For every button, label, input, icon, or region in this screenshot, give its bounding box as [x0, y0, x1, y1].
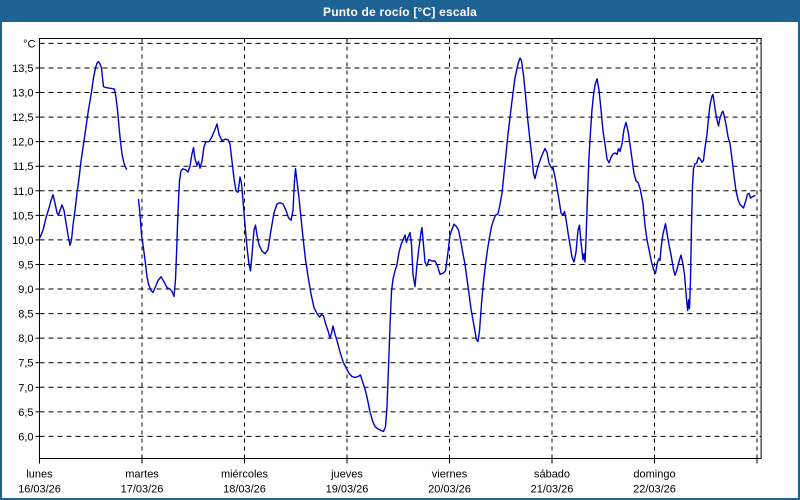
y-axis-label: 6,5	[18, 407, 33, 419]
y-axis-label: 6,0	[18, 431, 33, 443]
dewpoint-line-segment	[39, 60, 128, 247]
y-axis-label: 13,5	[12, 63, 33, 75]
x-axis-date-label: 20/03/26	[428, 484, 471, 496]
y-axis-label: 11,0	[13, 186, 34, 198]
x-axis-day-label: jueves	[330, 469, 363, 481]
x-axis-day-label: lunes	[26, 469, 53, 481]
y-axis-label: 13,0	[12, 88, 33, 100]
y-axis-label: 8,0	[18, 333, 33, 345]
x-axis-date-label: 19/03/26	[326, 484, 369, 496]
y-axis-label: 10,5	[12, 210, 33, 222]
x-axis-day-label: sábado	[534, 469, 570, 481]
x-axis-day-label: miércoles	[221, 469, 269, 481]
y-axis-label: 8,5	[18, 309, 33, 321]
dewpoint-line-segment	[137, 57, 756, 433]
x-axis-date-label: 22/03/26	[633, 484, 676, 496]
y-axis-label: 9,5	[18, 259, 33, 271]
dewpoint-chart: 13,5 13,0 12,5 12,0 11,5 11,0 10,5 10,0 9,5 9,0 8,…	[12, 38, 762, 496]
y-axis-label: 7,0	[18, 382, 33, 394]
chart-area: 13,5 13,0 12,5 12,0 11,5 11,0 10,5 10,0 9,5 9,0 8,…	[2, 22, 798, 498]
title-bar[interactable]: Punto de rocío [°C] escala	[2, 2, 798, 22]
x-axis-date-label: 17/03/26	[121, 484, 164, 496]
x-axis-date-label: 18/03/26	[223, 484, 266, 496]
y-axis-label: 12,5	[12, 112, 33, 124]
x-axis-day-label: viernes	[432, 469, 468, 481]
y-axis-label: 11,5	[13, 161, 34, 173]
y-axis-label: 7,5	[18, 358, 33, 370]
x-axis-day-label: domingo	[633, 469, 675, 481]
y-axis-label: 10,0	[12, 235, 33, 247]
window-title: Punto de rocío [°C] escala	[322, 5, 478, 19]
y-axis-label: 12,0	[12, 137, 33, 149]
x-axis-day-label: martes	[125, 469, 159, 481]
plot-frame	[39, 38, 762, 459]
y-axis-unit-label: °C	[23, 38, 35, 50]
x-axis-date-label: 16/03/26	[18, 484, 61, 496]
y-axis-label: 9,0	[18, 284, 33, 296]
x-axis-date-label: 21/03/26	[531, 484, 574, 496]
